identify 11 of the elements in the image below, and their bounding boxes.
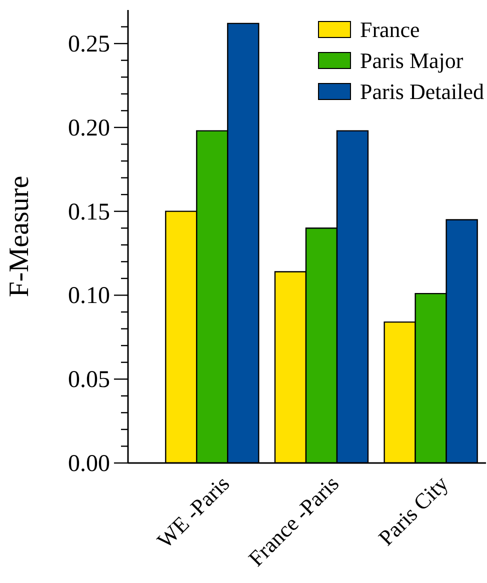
legend-label: France [360,16,420,44]
y-axis-title: F-Measure [4,176,35,298]
y-tick-label: 0.20 [68,115,110,142]
y-tick-label: 0.25 [68,32,110,58]
x-tick-label: Paris City [373,470,453,550]
y-tick-label: 0.15 [68,199,110,226]
y-tick-label: 0.00 [68,451,110,477]
y-tick-label: 0.05 [68,367,110,394]
y-tick-label: 0.10 [68,283,110,310]
legend-label: Paris Detailed [360,78,484,106]
legend-label: Paris Major [360,47,464,75]
